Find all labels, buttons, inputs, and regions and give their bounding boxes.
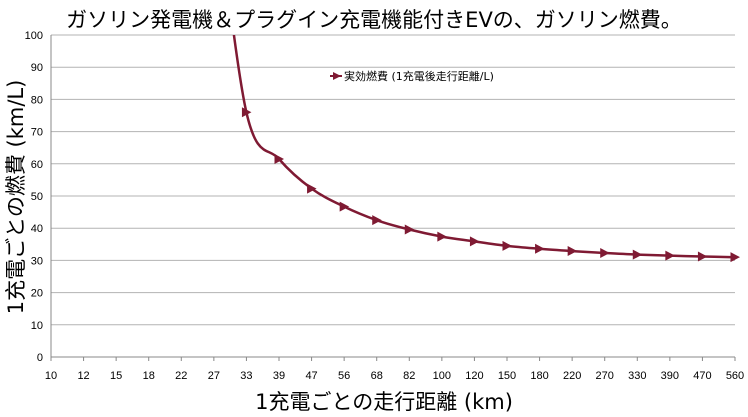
plot-area bbox=[232, 35, 740, 263]
data-point bbox=[535, 243, 545, 254]
data-point bbox=[404, 224, 415, 235]
y-tick-label: 20 bbox=[31, 288, 43, 300]
data-point bbox=[567, 246, 578, 257]
y-tick-label: 80 bbox=[31, 94, 43, 106]
y-tick-label: 10 bbox=[31, 320, 43, 332]
y-axis-title: 1充電ごとの燃費 (km/L) bbox=[4, 80, 28, 315]
y-tick-label: 0 bbox=[37, 352, 43, 364]
x-axis-title: 1充電ごとの走行距離 (km) bbox=[255, 390, 513, 414]
x-tick-label: 39 bbox=[273, 370, 285, 382]
x-tick-label: 18 bbox=[143, 370, 155, 382]
data-point bbox=[600, 247, 610, 258]
x-tick-label: 560 bbox=[726, 370, 744, 382]
x-tick-label: 12 bbox=[77, 370, 89, 382]
x-tick-label: 120 bbox=[465, 370, 483, 382]
data-point bbox=[665, 250, 675, 261]
legend-marker bbox=[333, 72, 341, 80]
data-point bbox=[241, 107, 252, 118]
y-tick-label: 90 bbox=[31, 62, 43, 74]
legend-label: 実効燃費 (1充電後走行距離/L) bbox=[344, 69, 494, 83]
series-line bbox=[232, 35, 736, 259]
x-tick-labels: 10 12 15 18 22 27 33 39 47 56 68 82 100 120 150 180 220 2… bbox=[45, 357, 744, 382]
data-point bbox=[437, 231, 447, 242]
data-point bbox=[274, 153, 284, 164]
x-tick-label: 15 bbox=[110, 370, 122, 382]
data-point bbox=[372, 215, 382, 226]
y-tick-label: 40 bbox=[31, 223, 43, 235]
x-tick-label: 27 bbox=[208, 370, 220, 382]
data-point bbox=[730, 252, 740, 263]
y-tick-label: 60 bbox=[31, 159, 43, 171]
data-point bbox=[502, 240, 512, 251]
legend: 実効燃費 (1充電後走行距離/L) bbox=[330, 69, 494, 83]
x-tick-label: 330 bbox=[628, 370, 646, 382]
series-group bbox=[232, 35, 740, 263]
x-tick-label: 470 bbox=[693, 370, 711, 382]
x-tick-label: 180 bbox=[530, 370, 548, 382]
y-tick-label: 70 bbox=[31, 127, 43, 139]
grid bbox=[51, 34, 735, 326]
x-tick-label: 270 bbox=[596, 370, 614, 382]
y-tick-labels: 0 10 20 30 40 50 60 70 80 90 100 bbox=[25, 30, 43, 364]
data-point bbox=[697, 251, 708, 262]
y-tick-label: 100 bbox=[25, 30, 43, 42]
x-tick-label: 390 bbox=[661, 370, 679, 382]
data-point bbox=[469, 236, 480, 247]
x-tick-label: 33 bbox=[240, 370, 252, 382]
x-tick-label: 47 bbox=[305, 370, 317, 382]
x-tick-label: 220 bbox=[563, 370, 581, 382]
x-tick-label: 10 bbox=[45, 370, 57, 382]
chart-title: ガソリン発電機＆プラグイン充電機能付きEVの、ガソリン燃費。 bbox=[66, 8, 682, 32]
x-tick-label: 82 bbox=[403, 370, 415, 382]
x-tick-label: 22 bbox=[175, 370, 187, 382]
data-point bbox=[307, 183, 317, 194]
y-tick-label: 30 bbox=[31, 255, 43, 267]
y-tick-label: 50 bbox=[31, 191, 43, 203]
data-point bbox=[632, 249, 643, 260]
x-tick-label: 68 bbox=[371, 370, 383, 382]
x-tick-label: 100 bbox=[433, 370, 451, 382]
x-tick-label: 150 bbox=[498, 370, 516, 382]
data-point bbox=[339, 201, 350, 212]
x-tick-label: 56 bbox=[338, 370, 350, 382]
